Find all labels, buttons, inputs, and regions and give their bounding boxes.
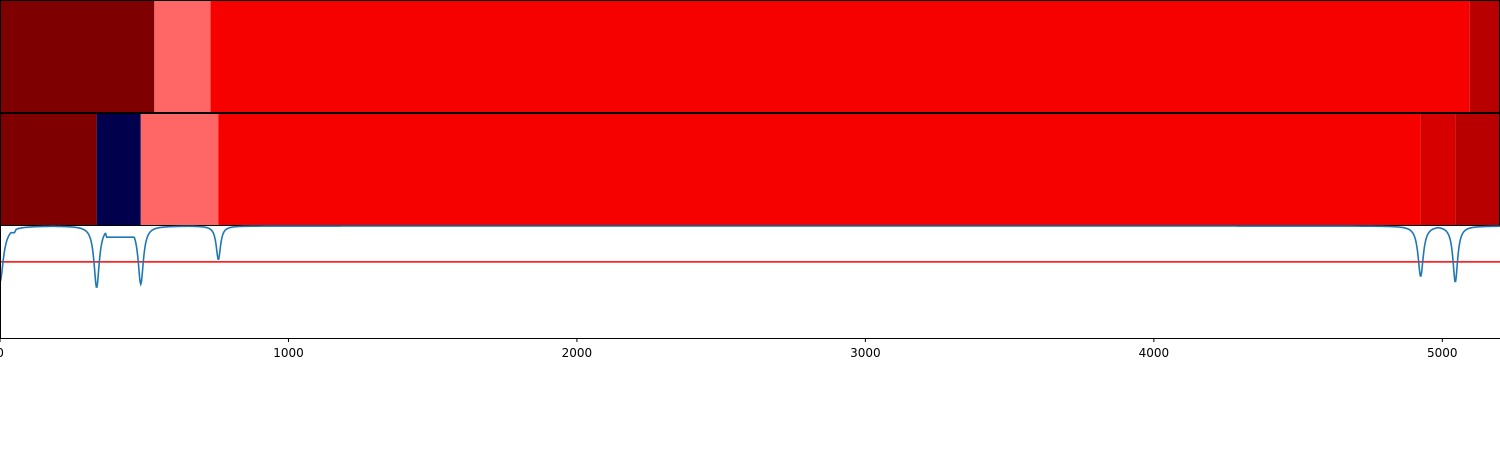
x-tick-label-1000: 1000 bbox=[273, 346, 304, 360]
segment-track-2 bbox=[0, 113, 1500, 225]
track-1-segment-3 bbox=[210, 0, 1470, 112]
x-tick-label-2000: 2000 bbox=[562, 346, 593, 360]
track-1-segment-4 bbox=[1469, 0, 1500, 112]
x-axis: 0 1000 2000 3000 4000 5000 bbox=[0, 338, 1458, 360]
segment-track-1 bbox=[0, 0, 1500, 112]
line-track bbox=[0, 225, 1500, 339]
x-tick-label-5000: 5000 bbox=[1427, 346, 1458, 360]
track-1-segment-1 bbox=[0, 0, 155, 112]
track-2-segment-4 bbox=[218, 113, 1421, 225]
signal-line bbox=[0, 225, 1500, 288]
track-2-segment-1 bbox=[0, 113, 97, 225]
x-tick-label-4000: 4000 bbox=[1139, 346, 1170, 360]
track-2-segment-3 bbox=[140, 113, 219, 225]
track-2-segment-5 bbox=[1420, 113, 1456, 225]
x-tick-label-3000: 3000 bbox=[850, 346, 881, 360]
track-1-segment-2 bbox=[154, 0, 211, 112]
track-2-segment-6 bbox=[1455, 113, 1500, 225]
x-tick-label-0: 0 bbox=[0, 346, 4, 360]
track-2-segment-2 bbox=[96, 113, 141, 225]
